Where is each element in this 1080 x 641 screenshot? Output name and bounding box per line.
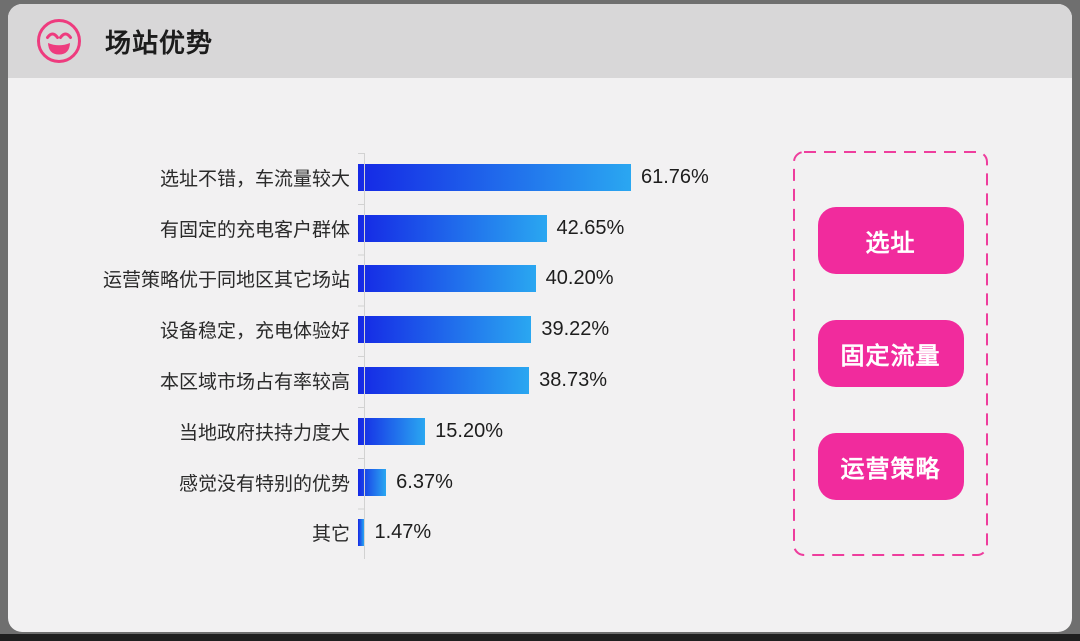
bar [358, 417, 426, 445]
category-label: 运营策略优于同地区其它场站 [102, 270, 350, 292]
bar-chart: 选址不错，车流量较大 61.76% 有固定的充电客户群体 42.65% 运营策略… [68, 152, 728, 560]
chart-row: 运营策略优于同地区其它场站 40.20% [68, 254, 728, 305]
tag-button-fixed-traffic[interactable]: 固定流量 [817, 320, 964, 387]
chart-row: 当地政府扶持力度大 15.20% [68, 406, 728, 457]
bottom-edge-strip [0, 634, 1080, 641]
y-axis [358, 153, 365, 560]
tag-button-operation-strategy[interactable]: 运营策略 [817, 433, 964, 500]
category-label: 感觉没有特别的优势 [178, 473, 350, 495]
page-title: 场站优势 [105, 27, 214, 58]
chart-row: 其它 1.47% [68, 508, 728, 559]
value-label: 42.65% [556, 216, 625, 239]
category-label: 设备稳定，充电体验好 [159, 321, 350, 343]
value-label: 1.47% [374, 521, 432, 544]
chart-row: 感觉没有特别的优势 6.37% [68, 457, 728, 508]
value-label: 6.37% [396, 470, 453, 493]
bar [358, 316, 532, 344]
bar [358, 367, 530, 395]
value-label: 15.20% [435, 419, 504, 442]
category-label: 当地政府扶持力度大 [178, 422, 350, 444]
value-label: 61.76% [640, 165, 709, 188]
chart-row: 选址不错，车流量较大 61.76% [68, 152, 728, 203]
bar [358, 265, 536, 293]
chart-row: 本区域市场占有率较高 38.73% [68, 355, 728, 406]
value-label: 38.73% [539, 369, 608, 392]
value-label: 40.20% [545, 267, 614, 290]
chart-area: 选址不错，车流量较大 61.76% 有固定的充电客户群体 42.65% 运营策略… [8, 78, 1072, 632]
chart-row: 有固定的充电客户群体 42.65% [68, 203, 728, 254]
bar [358, 163, 631, 191]
tag-button-site-selection[interactable]: 选址 [817, 207, 964, 274]
category-label: 本区域市场占有率较高 [159, 372, 350, 394]
value-label: 39.22% [541, 318, 610, 341]
category-label: 有固定的充电客户群体 [159, 219, 350, 241]
category-label: 选址不错，车流量较大 [159, 168, 350, 190]
bar [358, 214, 547, 242]
dashed-border [793, 151, 988, 556]
tag-panel: 选址 固定流量 运营策略 [793, 151, 988, 556]
app-window: 场站优势 选址不错，车流量较大 61.76% 有固定的充电客户群体 42.65%… [8, 4, 1072, 632]
category-label: 其它 [311, 524, 350, 546]
chart-row: 设备稳定，充电体验好 39.22% [68, 304, 728, 355]
header: 场站优势 [8, 4, 1072, 78]
smiley-face-icon [37, 19, 81, 63]
